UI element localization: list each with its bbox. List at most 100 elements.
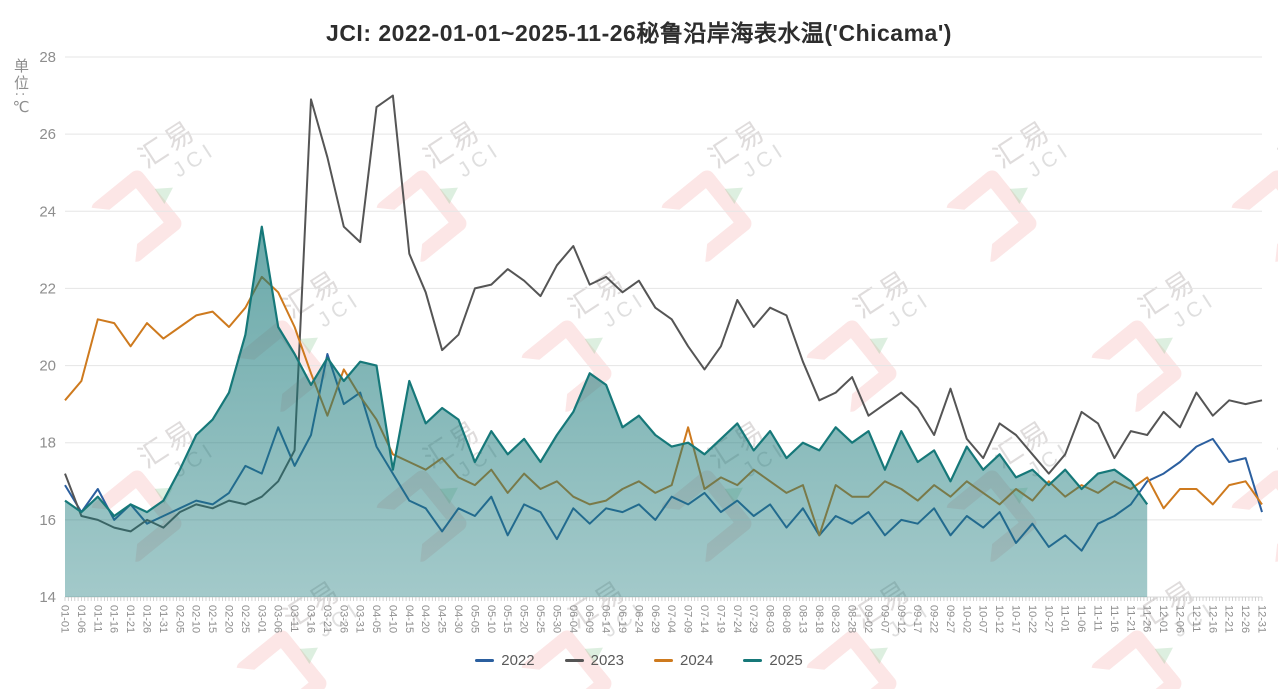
x-tick-label: 05-20 <box>518 605 530 633</box>
x-tick-label: 03-26 <box>337 605 349 633</box>
x-tick-label: 03-01 <box>255 605 267 633</box>
legend-item-2025[interactable]: 2025 <box>743 652 803 669</box>
y-tick-label: 28 <box>39 49 56 66</box>
legend: 2022 2023 2024 2025 <box>0 652 1278 669</box>
x-tick-label: 06-29 <box>649 605 661 633</box>
x-tick-label: 04-05 <box>370 605 382 633</box>
x-tick-label: 11-06 <box>1075 605 1087 632</box>
x-tick-label: 06-09 <box>583 605 595 633</box>
x-tick-label: 08-13 <box>796 605 808 633</box>
legend-swatch-2022 <box>475 659 495 662</box>
y-tick-label: 24 <box>39 203 56 220</box>
legend-swatch-2024 <box>654 659 673 662</box>
legend-label: 2024 <box>680 652 714 669</box>
x-tick-label: 07-14 <box>698 605 710 633</box>
x-tick-label: 09-27 <box>944 605 956 633</box>
x-tick-label: 03-31 <box>354 605 366 633</box>
y-tick-label: 22 <box>39 280 56 297</box>
x-tick-label: 05-30 <box>550 605 562 633</box>
x-tick-label: 02-10 <box>190 605 202 633</box>
x-tick-label: 08-08 <box>780 605 792 633</box>
x-tick-label: 01-06 <box>75 605 87 633</box>
x-tick-label: 12-31 <box>1255 605 1267 633</box>
x-tick-label: 10-17 <box>1009 605 1021 633</box>
x-tick-label: 10-22 <box>1026 605 1038 633</box>
x-tick-label: 04-15 <box>403 605 415 633</box>
x-tick-label: 03-21 <box>321 605 333 633</box>
x-tick-label: 12-11 <box>1190 605 1202 632</box>
x-tick-label: 11-21 <box>1124 605 1136 632</box>
x-tick-label: 08-18 <box>813 605 825 633</box>
x-tick-label: 05-15 <box>501 605 513 633</box>
x-tick-label: 04-20 <box>419 605 431 633</box>
x-tick-label: 10-02 <box>960 605 972 633</box>
x-tick-label: 09-07 <box>878 605 890 633</box>
x-tick-label: 10-12 <box>993 605 1005 633</box>
x-tick-label: 01-31 <box>157 605 169 633</box>
legend-item-2024[interactable]: 2024 <box>654 652 713 669</box>
series-2025-line <box>64 225 1149 518</box>
y-tick-label: 14 <box>39 589 56 606</box>
x-tick-label: 05-25 <box>534 605 546 633</box>
x-tick-label: 03-11 <box>288 605 300 632</box>
x-axis-minor-ticks <box>64 597 1263 601</box>
legend-item-2022[interactable]: 2022 <box>475 652 535 669</box>
x-tick-label: 07-09 <box>682 605 694 633</box>
x-tick-label: 04-10 <box>386 605 398 633</box>
x-tick-label: 12-06 <box>1173 605 1185 633</box>
x-tick-label: 05-05 <box>468 605 480 633</box>
x-tick-label: 07-24 <box>731 605 743 633</box>
x-tick-label: 02-20 <box>222 605 234 633</box>
x-tick-label: 12-26 <box>1239 605 1251 633</box>
legend-swatch-2023 <box>564 659 584 662</box>
x-tick-label: 01-01 <box>58 605 70 633</box>
x-tick-label: 12-21 <box>1223 605 1235 633</box>
x-tick-label: 02-05 <box>173 605 185 633</box>
x-tick-label: 08-23 <box>829 605 841 633</box>
x-tick-label: 10-27 <box>1042 605 1054 633</box>
x-tick-label: 04-30 <box>452 605 464 633</box>
y-tick-label: 16 <box>39 512 56 529</box>
x-tick-label: 09-02 <box>862 605 874 633</box>
x-tick-label: 08-28 <box>846 605 858 633</box>
x-tick-label: 04-25 <box>436 605 448 633</box>
x-tick-label: 05-10 <box>485 605 497 633</box>
x-tick-label: 11-16 <box>1108 605 1120 632</box>
x-tick-label: 02-15 <box>206 605 218 633</box>
x-tick-label: 12-16 <box>1206 605 1218 633</box>
legend-item-2023[interactable]: 2023 <box>564 652 624 669</box>
x-tick-label: 11-11 <box>1091 605 1103 632</box>
x-tick-label: 07-04 <box>665 605 677 633</box>
legend-label: 2023 <box>590 652 624 669</box>
x-tick-label: 01-16 <box>108 605 120 633</box>
x-tick-label: 12-01 <box>1157 605 1169 633</box>
x-tick-label: 06-04 <box>567 605 579 633</box>
series-2025-area <box>65 226 1148 597</box>
y-tick-label: 18 <box>39 435 56 452</box>
x-tick-label: 06-14 <box>600 605 612 633</box>
x-tick-label: 01-21 <box>124 605 136 633</box>
x-tick-label: 08-03 <box>764 605 776 633</box>
legend-swatch-2025 <box>743 659 763 662</box>
y-tick-label: 20 <box>39 358 56 375</box>
x-tick-label: 11-01 <box>1059 605 1071 632</box>
x-tick-label: 10-07 <box>977 605 989 633</box>
x-tick-label: 03-06 <box>272 605 284 633</box>
x-tick-label: 09-22 <box>928 605 940 633</box>
x-tick-label: 03-16 <box>304 605 316 633</box>
x-tick-label: 11-26 <box>1141 605 1153 632</box>
x-tick-label: 09-17 <box>911 605 923 633</box>
x-tick-label: 02-25 <box>239 605 251 633</box>
legend-label: 2025 <box>769 652 803 669</box>
x-tick-label: 09-12 <box>895 605 907 633</box>
x-tick-label: 06-24 <box>632 605 644 633</box>
x-tick-label: 06-19 <box>616 605 628 633</box>
x-tick-label: 07-19 <box>714 605 726 633</box>
x-tick-label: 07-29 <box>747 605 759 633</box>
y-tick-label: 26 <box>39 126 56 143</box>
y-axis-unit-label: 单位:℃ <box>12 58 29 119</box>
x-tick-label: 01-11 <box>91 605 103 632</box>
x-tick-label: 01-26 <box>140 605 152 633</box>
